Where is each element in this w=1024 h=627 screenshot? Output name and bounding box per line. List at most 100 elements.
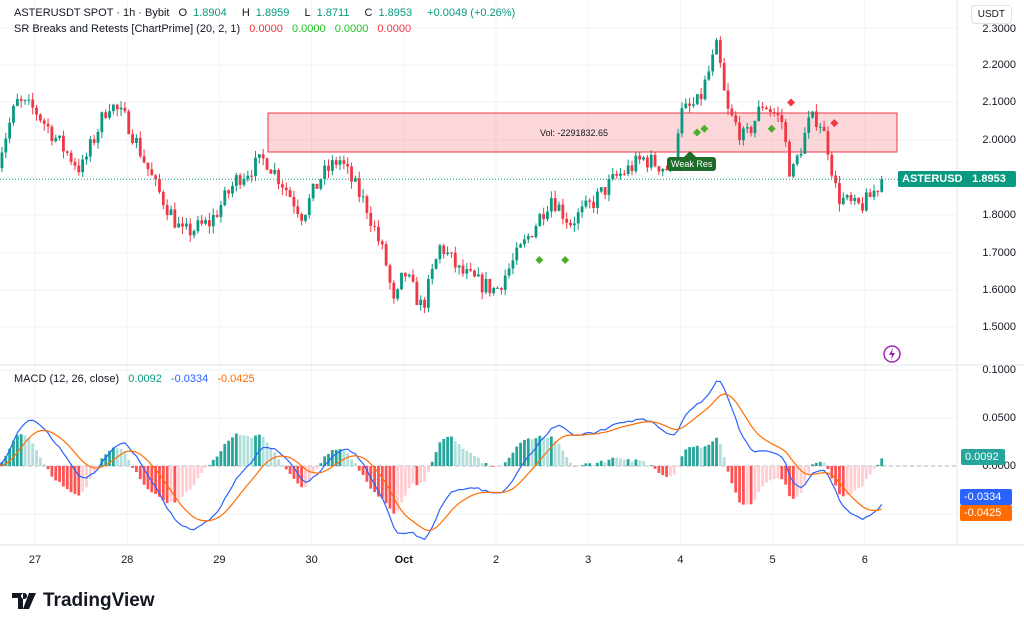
macd-histogram-bar [634,459,638,466]
candle [830,154,834,176]
candle [603,187,607,195]
candle [626,165,630,174]
macd-histogram-bar [611,457,615,466]
candle [519,244,522,248]
signal-line-tag: -0.0425 [960,505,1012,521]
candle [411,274,415,282]
macd-histogram-bar [542,437,546,466]
lightning-icon[interactable] [882,344,902,364]
candle [707,71,711,80]
macd-histogram-bar [507,457,511,466]
candle [173,209,177,228]
candle [861,203,864,211]
macd-histogram-bar [680,456,684,466]
macd-histogram-bar [62,466,65,487]
macd-histogram-bar [211,459,215,466]
candle [488,279,492,294]
candle [761,106,765,108]
macd-histogram-bar [246,436,250,466]
candle [446,252,449,255]
macd-histogram-bar [569,462,572,466]
macd-histogram-bar [876,464,880,466]
candle [818,126,822,128]
candle [546,211,549,220]
macd-legend: MACD (12, 26, close) 0.0092 -0.0334 -0.0… [14,373,255,385]
candle [438,245,442,260]
candle [154,175,158,179]
candle [592,201,595,208]
symbol-legend: ASTERUSDT SPOT · 1h · Bybit O 1.8904 H 1.8… [14,7,516,19]
macd-histogram-bar [307,466,311,482]
candle [188,223,192,236]
macd-histogram-bar [861,466,864,487]
macd-histogram-bar [592,465,595,466]
open-value: 1.8904 [193,7,227,19]
tradingview-logo[interactable]: TradingView [12,590,155,612]
candle [85,156,88,160]
macd-histogram-bar [319,463,323,466]
currency-button[interactable]: USDT [970,5,1012,24]
macd-histogram-bar [415,466,419,486]
candle [81,159,85,173]
candle [676,133,680,159]
indicator-name[interactable]: SR Breaks and Retests [ChartPrime] (20, … [14,23,241,35]
macd-tick: 0.0500 [982,412,1016,424]
candle [826,131,830,155]
price-tick: 2.1000 [982,96,1016,108]
macd-histogram-bar [123,451,127,466]
macd-histogram-bar [442,438,446,466]
price-tick: 1.8000 [982,209,1016,221]
candle [273,169,277,174]
macd-histogram-bar [853,466,857,491]
candle [718,40,722,64]
indicator-legend: SR Breaks and Retests [ChartPrime] (20, … [14,23,412,35]
macd-histogram-bar [638,460,642,466]
candle [346,163,350,167]
retest-support-marker [535,256,544,264]
macd-histogram-bar [557,443,561,466]
macd-histogram-bar [749,466,753,505]
candle [738,122,741,141]
macd-histogram-bar [419,466,423,483]
macd-histogram-bar [603,462,607,466]
candle [649,154,653,168]
macd-histogram-bar [400,466,403,503]
macd-histogram-bar [465,450,469,466]
candle [115,104,119,110]
macd-histogram-bar [38,457,42,466]
candle [872,190,876,198]
macd-histogram-bar [35,450,38,466]
macd-histogram-bar [31,443,35,466]
candle [377,226,380,242]
macd-histogram-bar [108,450,111,466]
candle [307,198,311,215]
candle [161,191,165,206]
macd-histogram-bar [111,447,115,466]
macd-histogram-bar [265,442,269,466]
candle [569,222,572,226]
macd-histogram-bar [480,463,484,466]
weak-res-pointer [684,151,696,157]
macd-histogram-bar [780,466,784,480]
candle [484,279,488,293]
candle [730,108,734,116]
macd-histogram-bar [131,466,134,469]
macd-histogram-bar [811,464,814,466]
macd-histogram-bar [438,442,442,466]
macd-histogram-bar [707,444,711,466]
macd-histogram-bar [423,466,426,482]
candle [549,198,553,212]
macd-title[interactable]: MACD (12, 26, close) [14,373,120,385]
macd-histogram-bar [503,462,507,466]
candle [323,165,327,180]
macd-histogram-bar [200,466,204,474]
candle [876,190,880,192]
candle [211,215,215,227]
macd-histogram-bar [469,452,473,466]
candle [135,137,138,143]
macd-histogram-bar [104,454,108,466]
candle [223,190,227,206]
symbol-title: ASTERUSDT SPOT · 1h · Bybit [14,7,170,19]
candle [499,287,503,290]
